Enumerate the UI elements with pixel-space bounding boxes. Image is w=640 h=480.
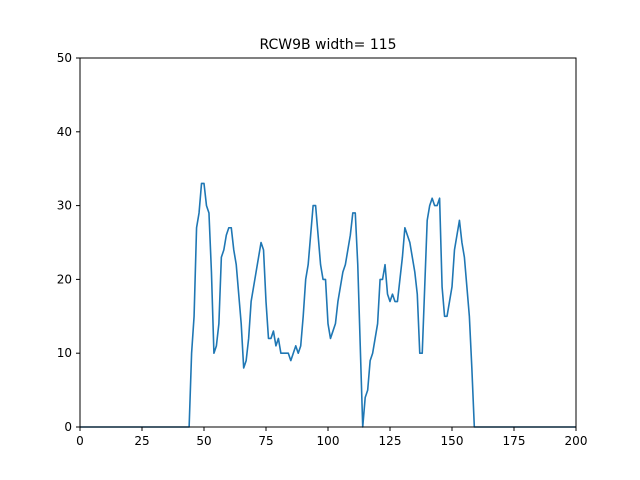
- x-tick-label: 125: [379, 434, 402, 448]
- chart-title: RCW9B width= 115: [259, 37, 396, 53]
- y-tick-label: 20: [57, 272, 72, 286]
- y-tick-label: 40: [57, 125, 72, 139]
- x-tick-label: 175: [503, 434, 526, 448]
- x-tick-label: 200: [565, 434, 588, 448]
- plot-frame: [79, 57, 577, 428]
- x-tick-label: 75: [258, 434, 273, 448]
- x-axis: 0 25 50 75 100 125 150 175 200: [76, 427, 587, 448]
- series-line-0: [80, 182, 576, 428]
- x-tick-label: 50: [196, 434, 211, 448]
- y-axis: 0 10 20 30 40 50: [57, 51, 80, 434]
- y-tick-label: 0: [64, 420, 72, 434]
- x-tick-label: 100: [317, 434, 340, 448]
- y-tick-label: 50: [57, 51, 72, 65]
- x-tick-label: 0: [76, 434, 84, 448]
- y-tick-label: 30: [57, 199, 72, 213]
- x-tick-label: 150: [441, 434, 464, 448]
- y-tick-label: 10: [57, 346, 72, 360]
- x-tick-label: 25: [134, 434, 149, 448]
- series-layer: [80, 182, 576, 428]
